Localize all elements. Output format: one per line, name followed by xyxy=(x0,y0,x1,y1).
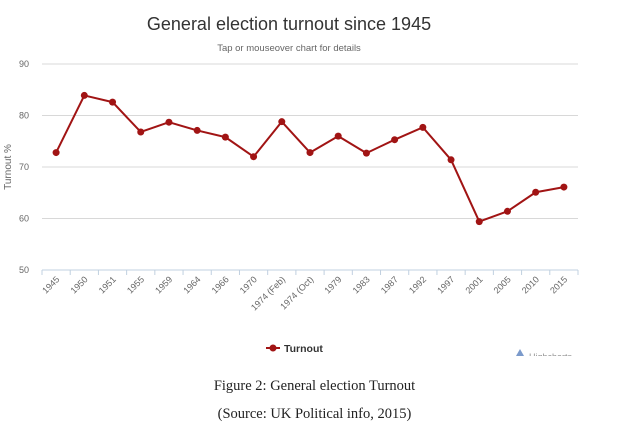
data-point[interactable] xyxy=(137,128,145,136)
x-tick-label: 1966 xyxy=(210,274,231,295)
x-tick-label: 1951 xyxy=(97,274,118,295)
y-axis-title: Turnout % xyxy=(3,144,14,190)
data-point[interactable] xyxy=(221,133,229,141)
data-point[interactable] xyxy=(391,136,399,144)
highcharts-logo-icon xyxy=(516,349,524,356)
x-tick-label: 1950 xyxy=(68,274,89,295)
chart-subtitle: Tap or mouseover chart for details xyxy=(217,43,361,54)
x-tick-label: 1987 xyxy=(379,274,400,295)
x-tick-label: 2001 xyxy=(463,274,484,295)
legend-marker-icon xyxy=(269,344,277,352)
x-tick-label: 1959 xyxy=(153,274,174,295)
x-tick-label: 2010 xyxy=(520,274,541,295)
x-tick-label: 2005 xyxy=(492,274,513,295)
data-point[interactable] xyxy=(560,183,568,191)
series-line xyxy=(55,94,565,223)
data-point[interactable] xyxy=(250,153,258,161)
data-point[interactable] xyxy=(532,188,540,196)
y-tick-label: 60 xyxy=(19,214,29,224)
y-axis-ticks: 50 60 70 80 90 xyxy=(19,59,29,275)
figure-source: (Source: UK Political info, 2015) xyxy=(217,406,412,422)
x-tick-label: 1983 xyxy=(351,274,372,295)
y-tick-label: 70 xyxy=(19,162,29,172)
data-point[interactable] xyxy=(109,98,117,106)
data-point[interactable] xyxy=(80,91,88,99)
data-point[interactable] xyxy=(334,132,342,140)
legend[interactable]: Turnout xyxy=(266,343,323,355)
figure-caption: Figure 2: General election Turnout xyxy=(213,378,416,394)
data-point[interactable] xyxy=(419,123,427,131)
x-tick-label: 1997 xyxy=(435,274,456,295)
chart-title: General election turnout since 1945 xyxy=(147,14,431,34)
y-tick-label: 50 xyxy=(19,265,29,275)
x-tick-label: 2015 xyxy=(548,274,569,295)
x-tick-label: 1964 xyxy=(181,274,202,295)
data-point[interactable] xyxy=(475,218,483,226)
data-point[interactable] xyxy=(503,207,511,215)
data-point[interactable] xyxy=(306,149,314,157)
x-tick-label: 1945 xyxy=(40,274,61,295)
credits-text: Highcharts xyxy=(529,352,573,362)
x-tick-label: 1955 xyxy=(125,274,146,295)
x-tick-label: 1992 xyxy=(407,274,428,295)
data-point[interactable] xyxy=(52,149,60,157)
legend-label-turnout: Turnout xyxy=(284,343,323,355)
y-tick-label: 90 xyxy=(19,59,29,69)
gridlines xyxy=(42,63,578,271)
y-tick-label: 80 xyxy=(19,111,29,121)
data-point[interactable] xyxy=(362,149,370,157)
x-tick-label: 1970 xyxy=(238,274,259,295)
credits[interactable]: Highcharts xyxy=(516,349,573,362)
data-point[interactable] xyxy=(193,126,201,134)
data-point[interactable] xyxy=(447,156,455,164)
data-point[interactable] xyxy=(165,118,173,126)
x-tick-label: 1979 xyxy=(322,274,343,295)
data-point[interactable] xyxy=(278,118,286,126)
series-turnout xyxy=(52,91,568,226)
